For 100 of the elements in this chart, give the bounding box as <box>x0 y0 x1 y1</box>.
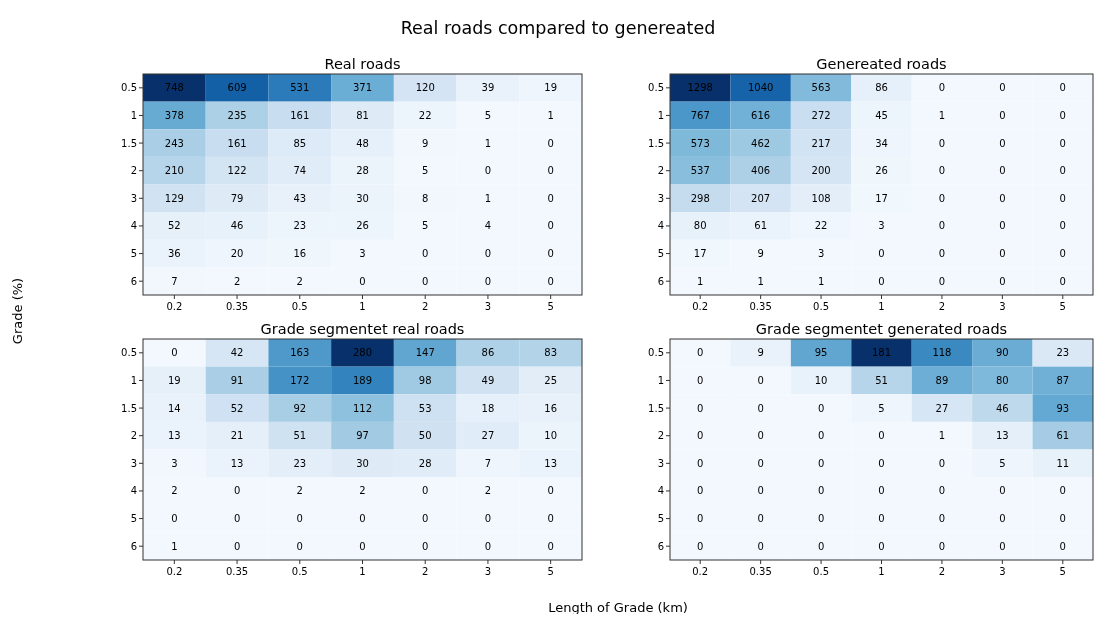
data-label: 0 <box>757 485 764 497</box>
data-label: 0 <box>233 513 241 525</box>
data-label: 22 <box>418 109 432 121</box>
data-label: 7 <box>171 275 178 287</box>
data-label: 19 <box>167 374 181 386</box>
data-label: 235 <box>227 109 247 121</box>
data-label: 0 <box>999 513 1006 525</box>
x-tick-label: 3 <box>999 566 1006 577</box>
data-label: 0 <box>938 513 946 525</box>
data-label: 181 <box>871 347 892 359</box>
data-label: 52 <box>167 220 181 232</box>
x-tick-label: 0.35 <box>225 301 249 312</box>
data-label: 0 <box>1059 220 1066 232</box>
data-label: 280 <box>352 347 373 359</box>
data-label: 0 <box>484 275 492 287</box>
data-label: 210 <box>164 165 184 177</box>
data-label: 13 <box>230 457 244 469</box>
data-label: 207 <box>751 192 771 204</box>
data-label: 563 <box>811 82 831 94</box>
data-label: 0 <box>878 275 885 287</box>
x-tick-label: 5 <box>547 566 554 577</box>
y-tick-label: 2 <box>130 165 137 177</box>
data-label: 9 <box>757 347 764 359</box>
data-label: 3 <box>817 248 825 260</box>
data-label: 86 <box>481 347 495 359</box>
data-label: 2 <box>233 275 241 287</box>
data-label: 378 <box>164 109 184 121</box>
data-label: 26 <box>875 165 888 177</box>
data-label: 0 <box>757 457 764 469</box>
x-tick-label: 0.35 <box>749 566 772 577</box>
data-label: 0 <box>757 430 764 442</box>
data-label: 1 <box>697 275 704 287</box>
data-label: 161 <box>227 137 247 149</box>
data-label: 0 <box>878 248 885 260</box>
data-label: 2 <box>171 485 178 497</box>
data-label: 0 <box>757 513 764 525</box>
data-label: 5 <box>422 165 429 177</box>
data-label: 0 <box>296 513 303 525</box>
y-tick-label: 5 <box>657 248 664 260</box>
y-tick-label: 6 <box>130 275 137 287</box>
data-label: 23 <box>293 220 307 232</box>
x-tick-label: 1 <box>878 566 885 577</box>
y-tick-label: 3 <box>130 192 137 204</box>
data-label: 0 <box>547 485 554 497</box>
data-label: 25 <box>544 374 558 386</box>
x-tick-label: 0.2 <box>692 301 709 312</box>
y-tick-label: 3 <box>657 457 664 469</box>
data-label: 0 <box>817 485 825 497</box>
y-tick-label: 5 <box>657 513 664 525</box>
y-tick-label: 6 <box>657 540 664 552</box>
data-label: 0 <box>938 192 946 204</box>
x-tick-label: 0.2 <box>692 566 709 577</box>
data-label: 272 <box>811 109 831 121</box>
data-label: 0 <box>999 165 1006 177</box>
y-tick-label: 1.5 <box>648 137 664 149</box>
data-label: 1 <box>938 430 946 442</box>
data-label: 120 <box>415 82 435 94</box>
y-tick-label: 2 <box>657 165 664 177</box>
y-tick-label: 4 <box>130 485 137 497</box>
data-label: 91 <box>230 374 244 386</box>
x-axis-title: Length of Grade (km) <box>548 600 688 615</box>
data-label: 61 <box>754 220 768 232</box>
x-tick-label: 5 <box>547 301 554 312</box>
data-label: 30 <box>356 192 369 204</box>
data-label: 0 <box>999 82 1006 94</box>
x-tick-label: 2 <box>938 566 946 577</box>
data-label: 14 <box>167 402 181 414</box>
data-label: 0 <box>1059 513 1066 525</box>
data-label: 0 <box>757 402 764 414</box>
y-tick-label: 1 <box>130 109 137 121</box>
data-label: 147 <box>415 347 435 359</box>
data-label: 0 <box>938 275 946 287</box>
data-label: 11 <box>1056 457 1070 469</box>
data-label: 9 <box>422 137 429 149</box>
data-label: 0 <box>757 374 764 386</box>
data-label: 0 <box>484 165 492 177</box>
data-label: 0 <box>697 430 704 442</box>
data-label: 0 <box>359 275 366 287</box>
data-label: 0 <box>422 275 429 287</box>
x-tick-label: 3 <box>484 566 492 577</box>
y-tick-label: 0.5 <box>121 347 137 359</box>
data-label: 49 <box>481 374 495 386</box>
data-label: 0 <box>999 137 1006 149</box>
data-label: 16 <box>544 402 558 414</box>
data-label: 45 <box>875 109 888 121</box>
data-label: 46 <box>230 220 244 232</box>
data-label: 93 <box>1056 402 1070 414</box>
data-label: 0 <box>547 513 554 525</box>
data-label: 8 <box>422 192 429 204</box>
data-label: 4 <box>484 220 492 232</box>
data-label: 0 <box>296 540 303 552</box>
x-tick-label: 0.35 <box>225 566 249 577</box>
data-label: 537 <box>690 165 710 177</box>
data-label: 34 <box>875 137 888 149</box>
data-label: 0 <box>817 430 825 442</box>
data-label: 39 <box>481 82 495 94</box>
y-tick-label: 2 <box>130 430 137 442</box>
y-tick-label: 0.5 <box>121 82 137 94</box>
data-label: 0 <box>878 513 885 525</box>
data-label: 0 <box>999 109 1006 121</box>
